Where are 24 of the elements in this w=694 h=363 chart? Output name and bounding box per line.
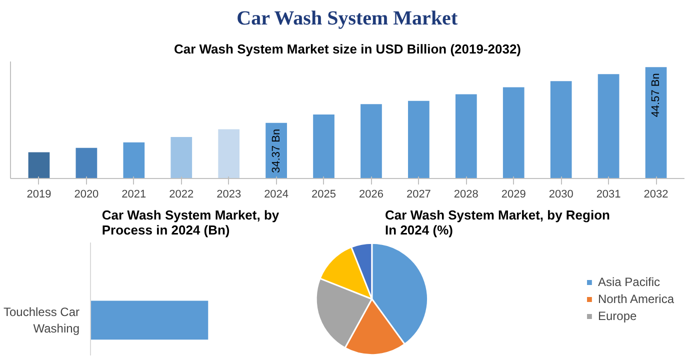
chart-title: Car Wash System Market, by Region In 2024 (%)	[385, 208, 610, 238]
x-tick-label: 2020	[74, 188, 99, 200]
data-label: 44.57 Bn	[650, 73, 662, 118]
legend-label: Asia Pacific	[598, 274, 660, 288]
x-tick-label: 2026	[358, 188, 384, 200]
x-tick-label: 2022	[169, 188, 194, 200]
chart-title: Car Wash System Market, by Process in 2024 (Bn)	[102, 208, 280, 238]
chart-title: Car Wash System Market	[236, 8, 458, 30]
y-tick-label: Touchless Car Washing	[3, 304, 80, 336]
x-tick-label: 2028	[454, 188, 478, 200]
x-tick-label: 2025	[312, 188, 336, 200]
x-tick-label: 2027	[406, 188, 431, 200]
x-tick-label: 2023	[216, 188, 242, 200]
chart-subtitle: Car Wash System Market size in USD Billion (2019-2032)	[174, 42, 522, 56]
x-tick-label: 2032	[644, 188, 668, 200]
legend-label: Europe	[598, 308, 637, 322]
x-tick-label: 2031	[596, 188, 621, 200]
x-tick-label: 2021	[122, 188, 146, 200]
data-label: 34.37 Bn	[270, 128, 282, 173]
x-tick-label: 2030	[548, 188, 574, 200]
x-tick-label: 2029	[501, 188, 526, 200]
x-tick-label: 2024	[264, 188, 289, 200]
legend-label: North America	[598, 292, 674, 306]
x-tick-label: 2019	[26, 188, 52, 200]
